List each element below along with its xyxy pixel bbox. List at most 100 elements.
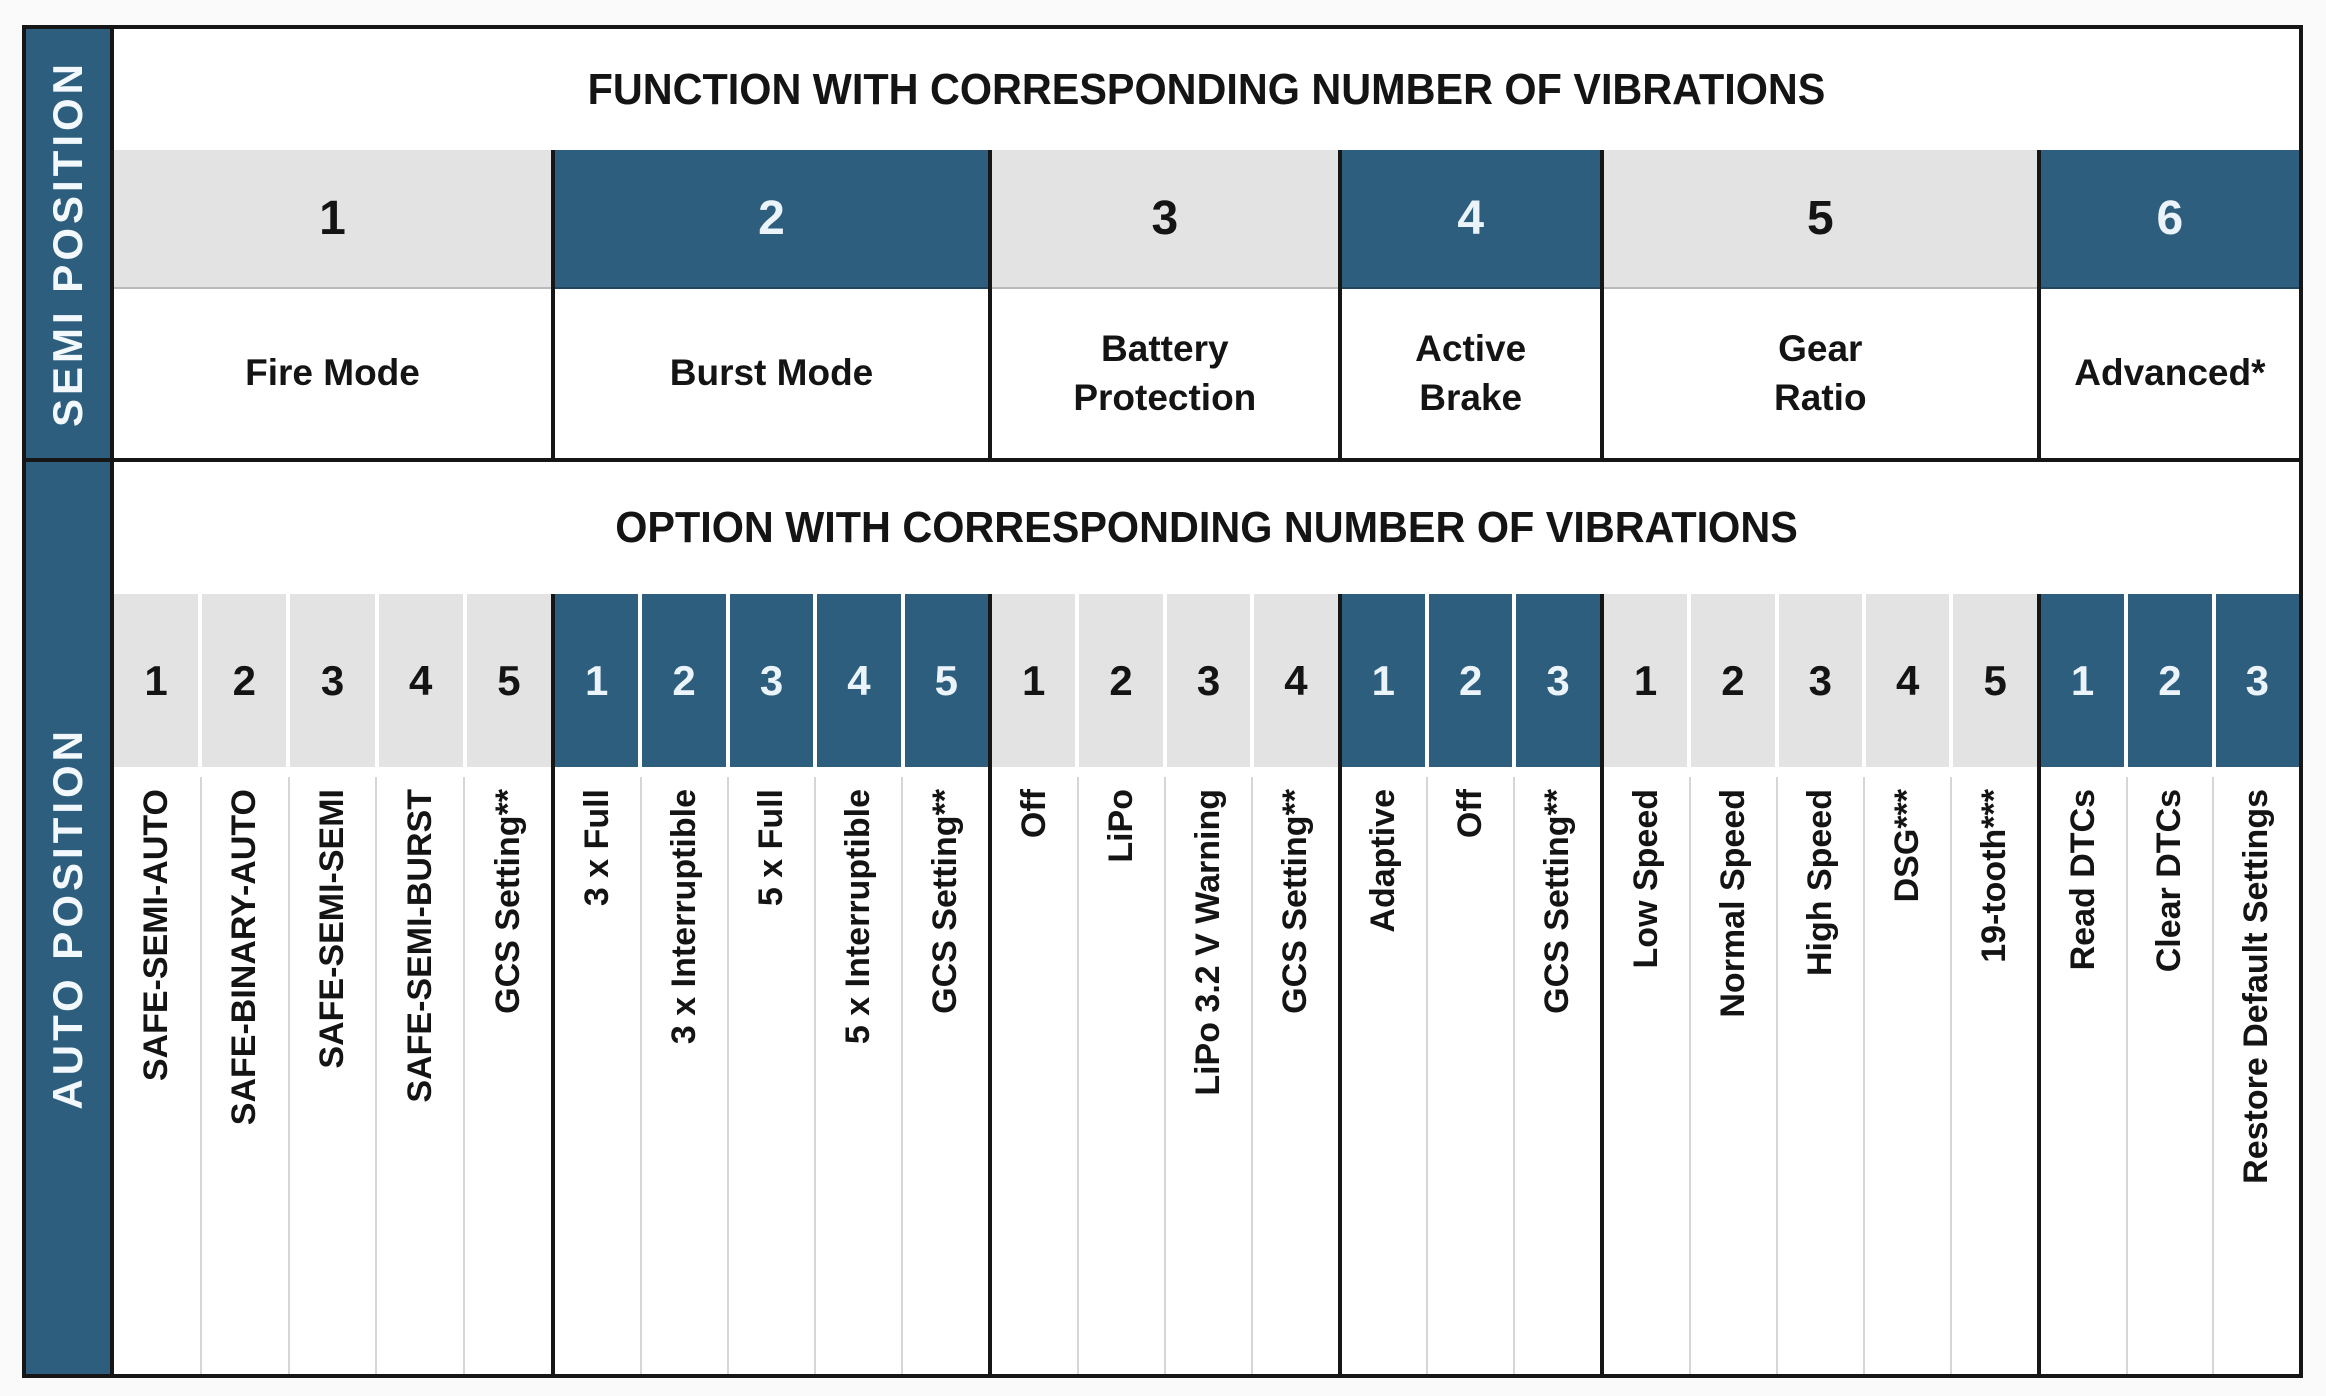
auto-number-cell: 5: [466, 594, 552, 767]
auto-group-5: 1 2 3 4 5 Low Speed Normal Speed High Speed DSG*…: [1599, 594, 2037, 1374]
auto-option-cell: SAFE-BINARY-AUTO: [199, 777, 288, 1374]
semi-group-3: 3 Battery Protection: [988, 150, 1338, 458]
auto-option-cell: Off: [1426, 777, 1513, 1374]
auto-option-row: 3 x Full 3 x Interruptible 5 x Full 5 x Int…: [555, 777, 988, 1374]
auto-option-cell: 3 x Interruptible: [640, 777, 727, 1374]
auto-option-label: Adaptive: [1364, 789, 1403, 933]
auto-option-label: Low Speed: [1626, 789, 1665, 969]
auto-option-cell: SAFE-SEMI-AUTO: [114, 777, 200, 1374]
auto-row-gap: [992, 767, 1338, 777]
auto-number-cell: 1: [1341, 594, 1425, 767]
auto-option-cell: Off: [992, 777, 1077, 1374]
semi-function-cell: Burst Mode: [555, 289, 988, 458]
semi-position-section: SEMI POSITION FUNCTION WITH CORRESPONDIN…: [26, 29, 2299, 462]
auto-option-cell: 19-tooth***: [1949, 777, 2037, 1374]
auto-number-cell: 2: [642, 594, 726, 767]
semi-function-cell: Battery Protection: [992, 289, 1338, 458]
auto-content: OPTION WITH CORRESPONDING NUMBER OF VIBR…: [114, 462, 2300, 1374]
auto-option-label: Off: [1451, 789, 1490, 839]
auto-group-3: 1 2 3 4 Off LiPo LiPo 3.2 V Warning GCS Setting…: [988, 594, 1338, 1374]
auto-option-label: SAFE-SEMI-AUTO: [137, 789, 176, 1082]
semi-position-label: SEMI POSITION: [44, 59, 91, 428]
auto-number-cell: 1: [114, 594, 199, 767]
semi-group-2: 2 Burst Mode: [551, 150, 988, 458]
auto-option-label: 19-tooth***: [1974, 789, 2013, 963]
auto-row-gap: [2040, 767, 2299, 777]
auto-option-label: SAFE-SEMI-SEMI: [312, 789, 351, 1069]
auto-option-label: Normal Speed: [1713, 789, 1752, 1018]
auto-number-cell: 2: [1691, 594, 1775, 767]
auto-option-label: 3 x Full: [578, 789, 616, 907]
auto-option-cell: LiPo: [1076, 777, 1164, 1374]
auto-option-cell: GCS Setting**: [901, 777, 988, 1374]
auto-number-cell: 3: [1778, 594, 1863, 767]
auto-row-gap: [555, 767, 988, 777]
auto-number-cell: 1: [1603, 594, 1688, 767]
auto-option-cell: SAFE-SEMI-BURST: [375, 777, 463, 1374]
auto-option-row: SAFE-SEMI-AUTO SAFE-BINARY-AUTO SAFE-SEMI-…: [114, 777, 551, 1374]
auto-number-cell: 3: [729, 594, 814, 767]
auto-option-label: 5 x Interruptible: [839, 789, 877, 1045]
semi-number-cell: 1: [114, 150, 551, 289]
semi-number-cell: 4: [1341, 150, 1600, 289]
semi-function-cell: Gear Ratio: [1603, 289, 2037, 458]
auto-option-cell: Read DTCs: [2041, 777, 2126, 1374]
semi-group-1: 1 Fire Mode: [114, 150, 551, 458]
auto-number-cell: 4: [817, 594, 901, 767]
auto-option-cell: Clear DTCs: [2125, 777, 2213, 1374]
auto-number-cell: 3: [290, 594, 375, 767]
auto-option-label: Restore Default Settings: [2237, 789, 2276, 1184]
auto-option-label: SAFE-SEMI-BURST: [400, 789, 439, 1103]
auto-option-cell: 5 x Full: [727, 777, 814, 1374]
auto-option-label: GCS Setting**: [1275, 789, 1314, 1014]
auto-group-1: 1 2 3 4 5 SAFE-SEMI-AUTO SAFE-BINARY-AUTO SAFE-…: [114, 594, 552, 1374]
auto-number-cell: 2: [1429, 594, 1513, 767]
auto-option-label: Read DTCs: [2063, 789, 2102, 971]
auto-option-cell: Low Speed: [1604, 777, 1689, 1374]
auto-option-cell: GCS Setting**: [1250, 777, 1338, 1374]
auto-position-label: AUTO POSITION: [44, 726, 91, 1110]
auto-option-cell: GCS Setting**: [463, 777, 551, 1374]
semi-function-cell: Advanced*: [2040, 289, 2299, 458]
auto-number-cell: 2: [2128, 594, 2212, 767]
auto-group-4: 1 2 3 Adaptive Off GCS Setting**: [1337, 594, 1600, 1374]
auto-option-label: SAFE-BINARY-AUTO: [225, 789, 264, 1126]
auto-number-cell: 2: [1079, 594, 1163, 767]
auto-number-cell: 1: [2040, 594, 2125, 767]
auto-option-cell: Normal Speed: [1688, 777, 1776, 1374]
semi-function-cell: Fire Mode: [114, 289, 551, 458]
auto-option-label: LiPo 3.2 V Warning: [1188, 789, 1227, 1096]
auto-position-section: AUTO POSITION OPTION WITH CORRESPONDING …: [26, 462, 2300, 1374]
auto-option-label: GCS Setting**: [926, 789, 964, 1014]
semi-group-4: 4 Active Brake: [1337, 150, 1600, 458]
auto-option-row: Read DTCs Clear DTCs Restore Default Setti…: [2040, 777, 2299, 1374]
auto-option-label: DSG***: [1887, 789, 1926, 903]
auto-option-cell: Adaptive: [1342, 777, 1427, 1374]
auto-option-cell: High Speed: [1775, 777, 1863, 1374]
auto-option-label: 3 x Interruptible: [665, 789, 703, 1045]
auto-option-cell: SAFE-SEMI-SEMI: [287, 777, 376, 1374]
auto-option-row: Adaptive Off GCS Setting**: [1341, 777, 1600, 1374]
semi-number-cell: 2: [555, 150, 988, 289]
auto-row-gap: [114, 767, 551, 777]
auto-option-label: 5 x Full: [752, 789, 790, 907]
auto-row-gap: [1341, 767, 1600, 777]
auto-number-cell: 3: [1516, 594, 1600, 767]
auto-number-cell: 2: [202, 594, 287, 767]
auto-number-cell: 5: [904, 594, 989, 767]
auto-option-cell: 5 x Interruptible: [814, 777, 901, 1374]
semi-function-cell: Active Brake: [1341, 289, 1600, 458]
semi-number-cell: 5: [1603, 150, 2037, 289]
auto-option-label: LiPo: [1101, 789, 1140, 863]
auto-row-gap: [1603, 767, 2037, 777]
semi-number-cell: 6: [2040, 150, 2299, 289]
auto-option-cell: DSG***: [1862, 777, 1950, 1374]
auto-option-cell: GCS Setting**: [1513, 777, 1600, 1374]
auto-number-cell: 1: [992, 594, 1076, 767]
